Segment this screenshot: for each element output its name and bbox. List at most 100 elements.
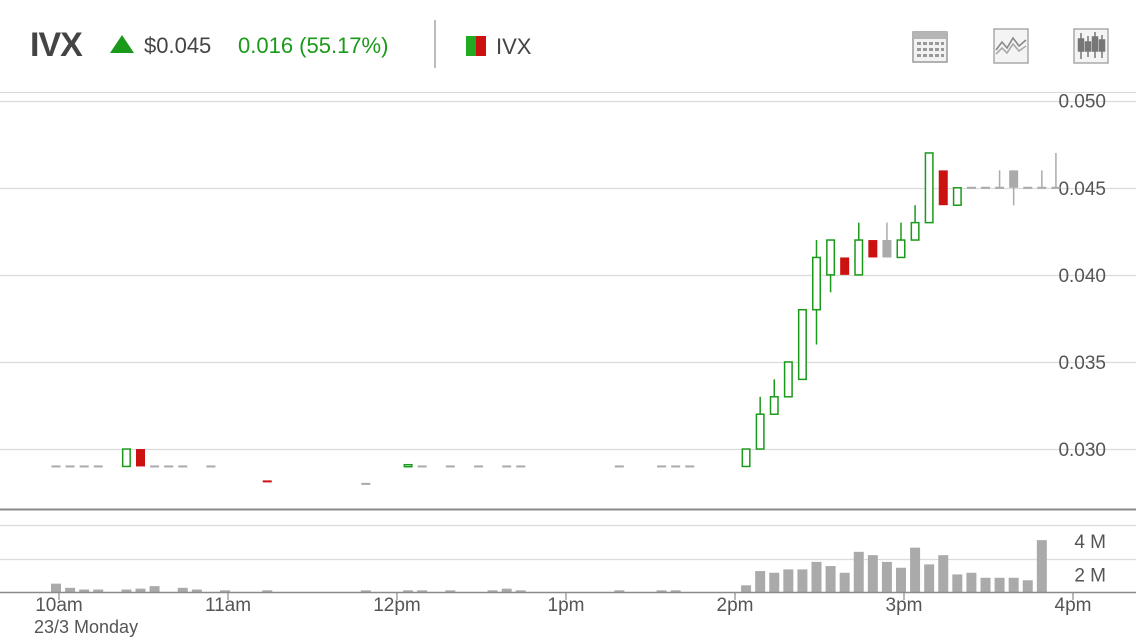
candle-body: [417, 465, 427, 468]
date-label: 23/3 Monday: [34, 617, 139, 637]
candle-body: [854, 239, 864, 276]
volume-bar: [783, 569, 794, 592]
candle: [868, 240, 878, 258]
chart-header: IVX $0.045 0.016 (55.17%) IVX: [0, 0, 1136, 92]
candle: [121, 448, 131, 468]
candle-body: [826, 239, 836, 276]
volume-grid: [0, 524, 1136, 561]
candle: [797, 308, 807, 381]
candle-body: [769, 396, 779, 415]
candle-body: [671, 465, 681, 468]
candle-body: [966, 186, 976, 189]
candle: [995, 170, 1005, 189]
volume-bar: [262, 590, 273, 592]
candle: [1023, 186, 1033, 189]
line-chart-icon: [993, 28, 1029, 64]
candle: [938, 170, 948, 206]
candle-body: [206, 465, 216, 468]
candle: [924, 152, 934, 224]
candle-body: [868, 240, 878, 258]
candle: [502, 465, 512, 468]
candle-body: [361, 482, 371, 485]
volume-bar: [135, 588, 146, 592]
candle-body: [812, 256, 821, 311]
candle: [474, 465, 483, 468]
price-tick-label: 0.035: [1058, 353, 1106, 374]
candle: [1037, 170, 1047, 189]
candle-body: [910, 221, 920, 241]
volume-bar: [121, 589, 132, 592]
volume-bar: [51, 583, 61, 592]
time-axis: 10am 11am 12pm 1pm 2pm 3pm 4pm: [35, 592, 1091, 616]
candle-body: [685, 465, 695, 468]
candle: [896, 222, 906, 259]
candle: [657, 465, 667, 468]
candle-body: [164, 465, 174, 468]
candle: [882, 222, 892, 258]
volume-bar: [1036, 540, 1047, 592]
volume-bar: [924, 564, 935, 592]
volume-tick-label: 2 M: [1074, 566, 1106, 587]
candle-body: [924, 152, 934, 224]
candle-body: [783, 361, 793, 398]
candle: [136, 449, 145, 467]
volume-bar: [755, 571, 766, 592]
time-tick-label: 11am: [205, 595, 251, 616]
candle: [206, 465, 216, 468]
up-arrow-icon: [110, 35, 134, 53]
candle: [783, 361, 793, 398]
candle: [826, 239, 836, 293]
volume-bar: [994, 577, 1005, 592]
candle: [910, 205, 920, 241]
candle: [516, 465, 526, 468]
candle: [854, 222, 864, 276]
line-chart-button[interactable]: [993, 28, 1029, 64]
candle-body: [1037, 186, 1047, 189]
volume-bar: [220, 590, 230, 592]
volume-bar: [515, 590, 526, 592]
calendar-button[interactable]: [912, 28, 948, 64]
volume-series: [51, 540, 1047, 592]
volume-bar: [741, 585, 752, 592]
volume-bar: [825, 566, 836, 592]
volume-bar: [614, 590, 625, 592]
candle-body: [614, 465, 624, 468]
candle-body: [93, 465, 103, 468]
candle: [51, 465, 61, 468]
candle: [966, 186, 976, 189]
chart-area: 0.030 0.035 0.040 0.045 0.050 2 M 4 M 10am 11a…: [0, 92, 1136, 616]
volume-bar: [938, 555, 949, 592]
volume-bar: [867, 555, 878, 592]
volume-bar: [980, 577, 991, 592]
candle: [840, 257, 850, 275]
time-tick-label: 3pm: [886, 595, 923, 616]
candle: [685, 465, 695, 468]
candle-body: [938, 170, 948, 206]
volume-axis-labels: 2 M 4 M: [1074, 532, 1106, 586]
candle: [769, 379, 779, 415]
candle-body: [1009, 170, 1019, 188]
time-tick-label: 1pm: [548, 595, 585, 616]
volume-bar: [769, 572, 780, 592]
candle: [445, 465, 455, 468]
volume-bar: [966, 572, 977, 592]
candle: [150, 465, 160, 468]
candle: [262, 480, 272, 483]
price-tick-label: 0.030: [1058, 440, 1106, 461]
volume-bar: [403, 590, 414, 592]
volume-bar: [670, 590, 681, 592]
candle-body: [1051, 186, 1061, 189]
candle-body: [657, 465, 667, 468]
volume-bar: [360, 590, 371, 592]
volume-bar: [1022, 580, 1033, 592]
candle-body: [262, 480, 272, 483]
volume-bar: [177, 587, 188, 592]
candle-body: [840, 257, 850, 275]
candlestick-button[interactable]: [1073, 28, 1109, 64]
candle: [755, 396, 765, 450]
candle: [614, 465, 624, 468]
candle: [1051, 152, 1061, 189]
candle-body: [474, 465, 483, 468]
candle-body: [51, 465, 61, 468]
candle-body: [896, 239, 906, 259]
